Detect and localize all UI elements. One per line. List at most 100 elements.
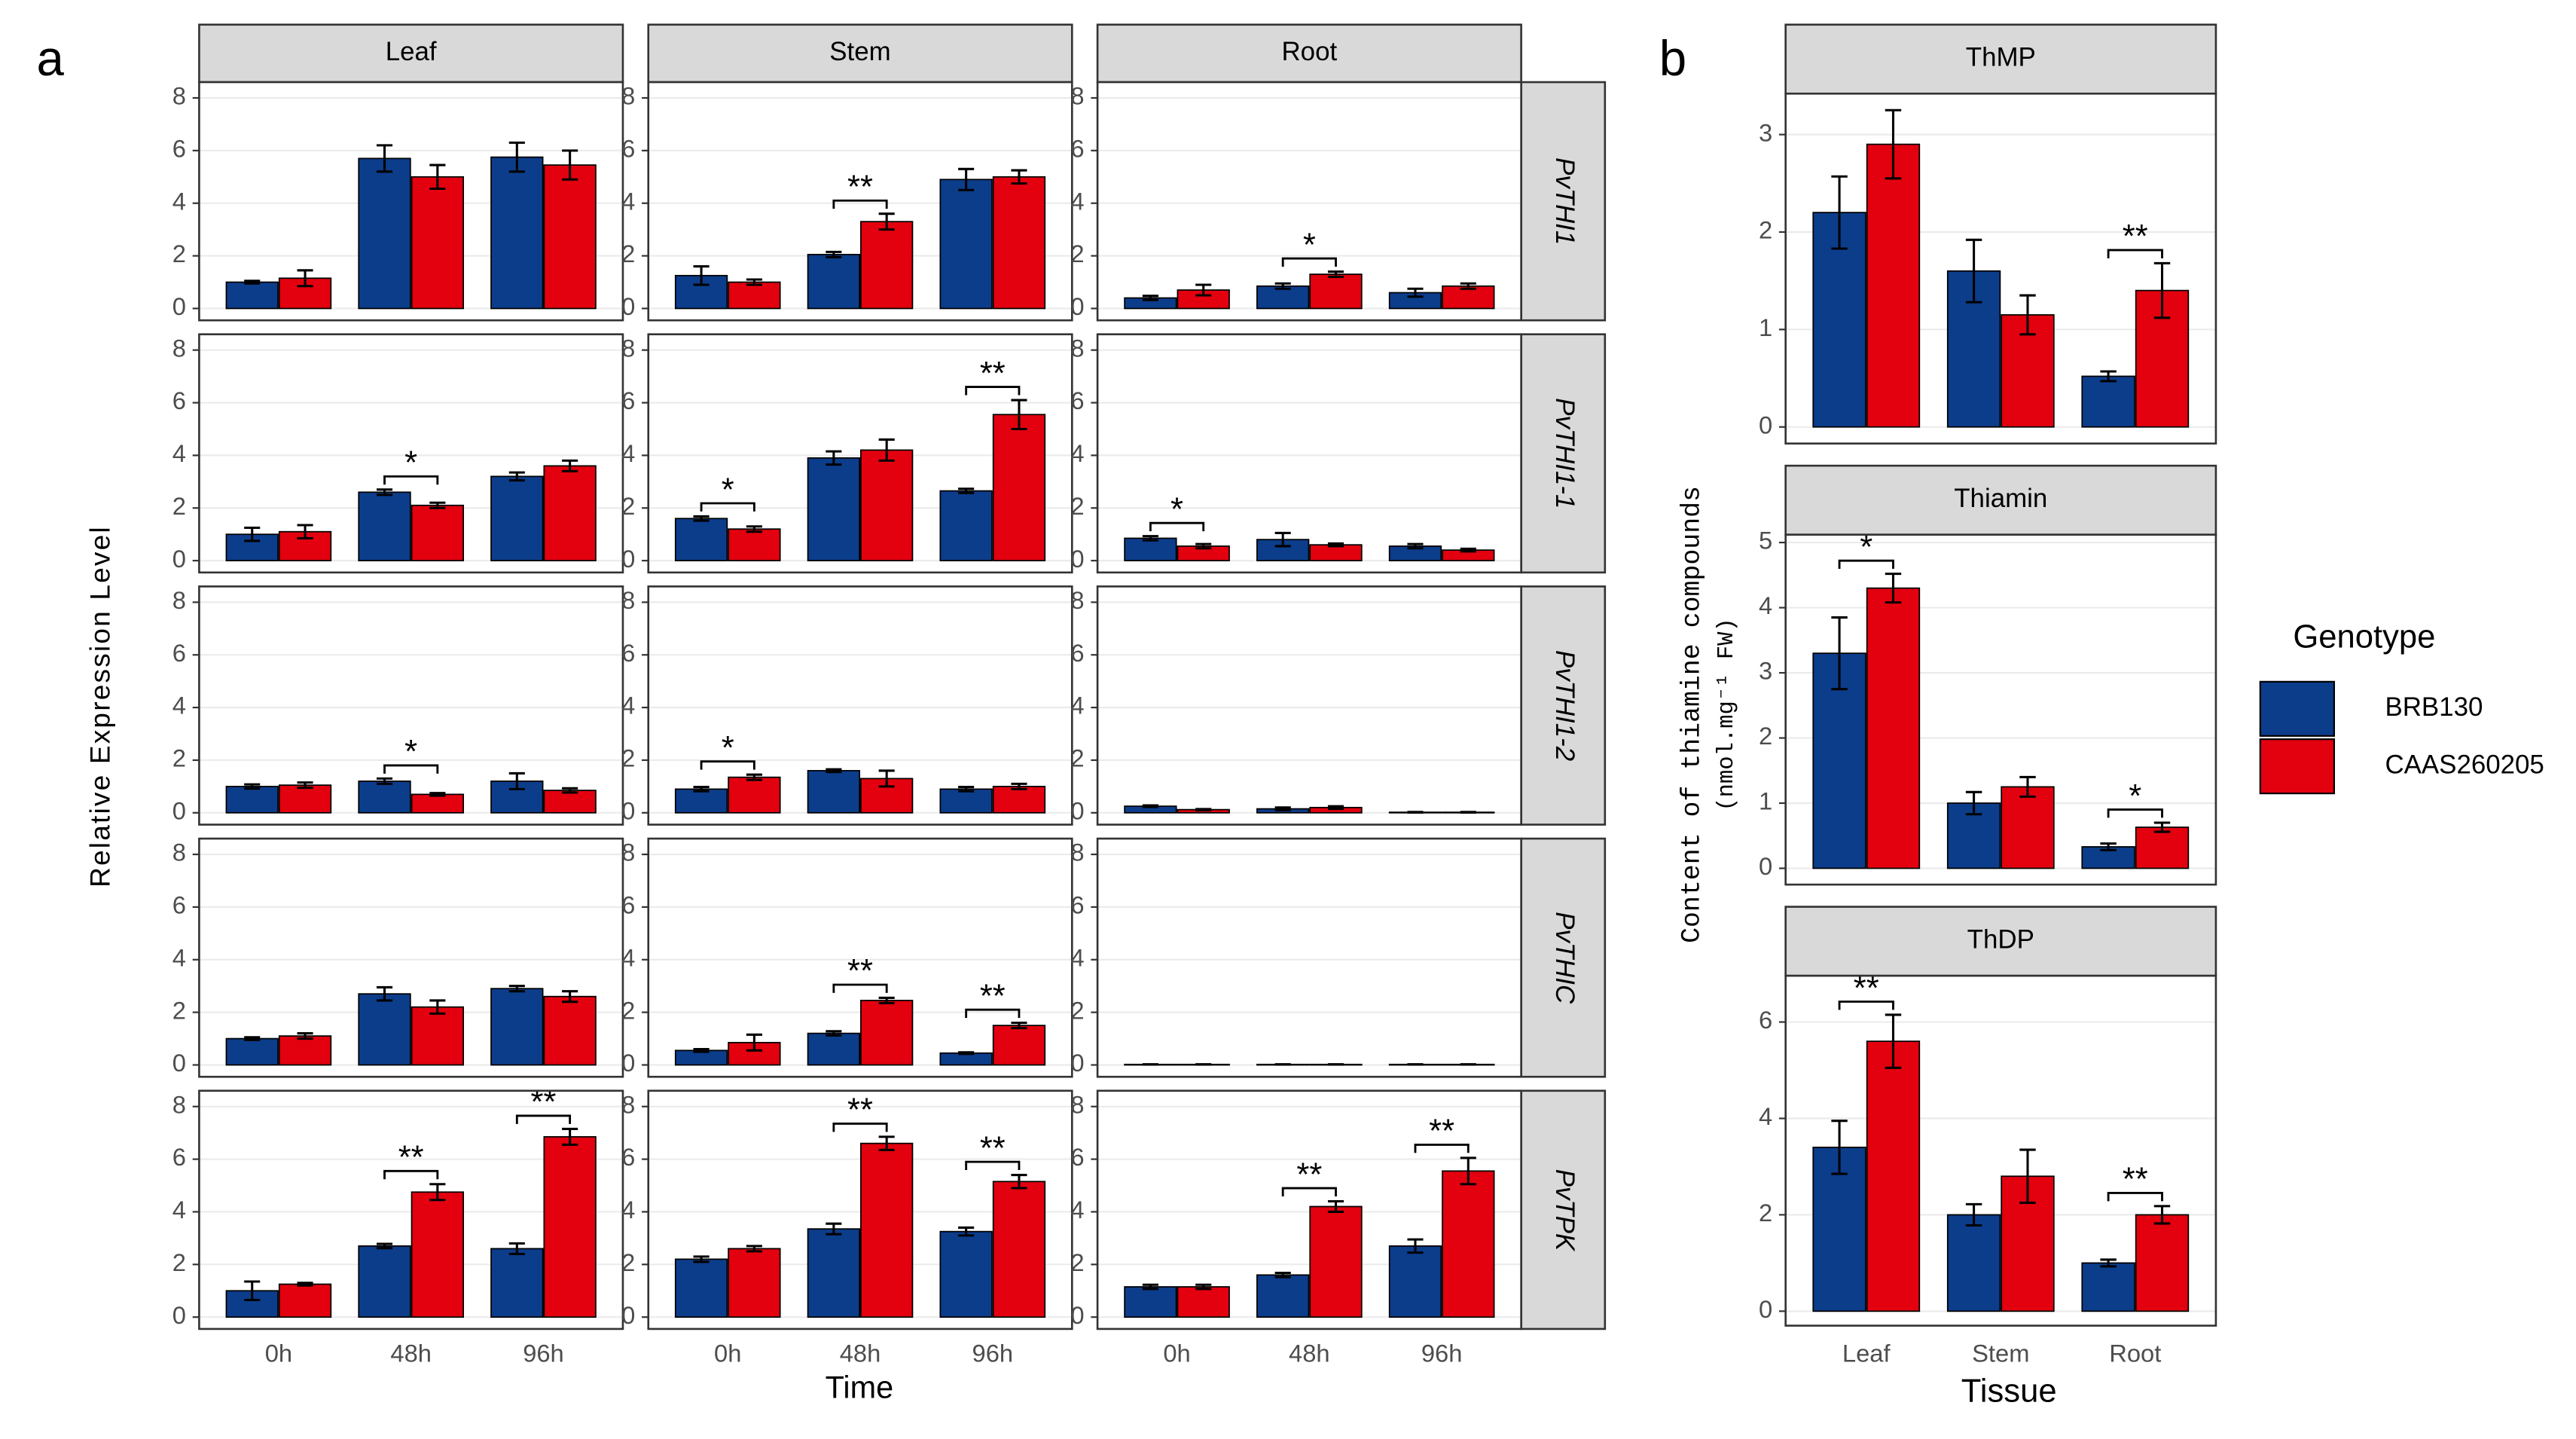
significance-bracket bbox=[1838, 1001, 1894, 1010]
strip bbox=[1520, 81, 1607, 322]
y-tick-label: 1 bbox=[1759, 313, 1772, 341]
error-bar bbox=[376, 985, 393, 1002]
y-tick-label: 4 bbox=[621, 439, 635, 467]
significance-bracket bbox=[1414, 1143, 1470, 1153]
error-bar bbox=[1327, 542, 1344, 548]
y-tick-label: 0 bbox=[1070, 1049, 1084, 1077]
bar bbox=[278, 1283, 332, 1318]
y-tick-label: 4 bbox=[1070, 692, 1084, 720]
y-tick-label: 2 bbox=[172, 1248, 186, 1276]
y-axis-title: Relative Expression Level bbox=[84, 525, 116, 888]
strip bbox=[1096, 23, 1522, 84]
y-tick-label: 4 bbox=[172, 187, 186, 215]
error-bar bbox=[826, 1222, 842, 1236]
bar bbox=[992, 786, 1046, 814]
error-bar bbox=[297, 269, 313, 288]
y-tick-label: 8 bbox=[172, 1090, 186, 1118]
bar bbox=[807, 1032, 861, 1066]
y-tick-label: 6 bbox=[172, 134, 186, 162]
panel-border bbox=[198, 1089, 624, 1331]
y-tick-label: 6 bbox=[621, 639, 635, 667]
x-tick-label: 48h bbox=[840, 1339, 881, 1367]
y-tick-label: 2 bbox=[1070, 240, 1084, 267]
x-tick-label: Root bbox=[2109, 1339, 2161, 1367]
y-tick-label: 2 bbox=[172, 240, 186, 267]
bar bbox=[728, 528, 781, 562]
panel-border bbox=[647, 333, 1073, 574]
y-tick-label: 8 bbox=[621, 1090, 635, 1118]
strip-label: Leaf bbox=[386, 37, 437, 66]
y-tick-label: 0 bbox=[1070, 796, 1084, 824]
error-bar bbox=[826, 768, 842, 774]
error-bar bbox=[693, 1048, 710, 1053]
x-tick-label: 0h bbox=[265, 1339, 292, 1367]
significance-bracket bbox=[700, 502, 755, 512]
y-tick-label: 2 bbox=[1070, 996, 1084, 1024]
legend-key bbox=[2259, 680, 2335, 737]
error-bar bbox=[2153, 1205, 2171, 1225]
strip-label: PvTHIC bbox=[1550, 912, 1579, 1004]
panel-label: b bbox=[1659, 31, 1686, 86]
bar bbox=[860, 449, 914, 562]
legend-key bbox=[2259, 738, 2335, 795]
y-tick-label: 0 bbox=[1759, 852, 1772, 880]
strip-label: PvTHI1-2 bbox=[1550, 650, 1579, 761]
panel-border bbox=[1784, 92, 2217, 445]
error-bar bbox=[1460, 282, 1476, 290]
error-bar bbox=[429, 1183, 446, 1202]
bar bbox=[278, 784, 332, 814]
error-bar bbox=[508, 771, 525, 790]
y-tick-label: 2 bbox=[621, 744, 635, 772]
significance-label: * bbox=[1303, 227, 1316, 263]
error-bar bbox=[1885, 573, 1902, 604]
strip-label: Root bbox=[1282, 37, 1338, 66]
y-tick-label: 4 bbox=[621, 692, 635, 720]
y-tick-label: 0 bbox=[172, 1049, 186, 1077]
error-bar bbox=[508, 471, 525, 482]
bar bbox=[543, 465, 597, 562]
error-bar bbox=[1274, 1271, 1291, 1279]
bar bbox=[358, 491, 411, 562]
error-bar bbox=[958, 1051, 975, 1056]
error-bar bbox=[2100, 1258, 2117, 1268]
significance-label: ** bbox=[2123, 218, 2148, 255]
legend-title: Genotype bbox=[2293, 619, 2435, 655]
bar bbox=[2135, 1214, 2190, 1312]
panel-border bbox=[198, 81, 624, 322]
error-bar bbox=[508, 1242, 525, 1255]
significance-bracket bbox=[832, 983, 888, 993]
bar bbox=[674, 788, 728, 814]
y-tick-label: 6 bbox=[621, 891, 635, 919]
bar bbox=[1866, 587, 1921, 869]
panel-background bbox=[1097, 334, 1521, 573]
error-bar bbox=[2153, 821, 2171, 833]
panel-background bbox=[648, 586, 1073, 825]
error-bar bbox=[746, 1245, 762, 1253]
error-bar bbox=[429, 999, 446, 1015]
bar bbox=[358, 993, 411, 1066]
error-bar bbox=[1885, 1013, 1902, 1069]
error-bar bbox=[1011, 1174, 1027, 1190]
significance-label: ** bbox=[1429, 1114, 1454, 1150]
x-tick-label: 96h bbox=[972, 1339, 1014, 1367]
y-tick-label: 2 bbox=[1759, 722, 1772, 750]
bar bbox=[411, 1006, 464, 1066]
bar bbox=[992, 1025, 1046, 1066]
y-tick-label: 4 bbox=[1070, 187, 1084, 215]
bar bbox=[1309, 1205, 1363, 1318]
y-axis-units: (nmol.mg⁻¹ FW) bbox=[1714, 618, 1740, 811]
bar bbox=[860, 1000, 914, 1066]
error-bar bbox=[429, 501, 446, 509]
panel-border bbox=[1096, 81, 1522, 322]
panel-background bbox=[1097, 586, 1521, 825]
error-bar bbox=[376, 777, 393, 785]
bar bbox=[1442, 285, 1495, 310]
significance-bracket bbox=[965, 1160, 1021, 1171]
bar bbox=[728, 776, 781, 814]
bar bbox=[358, 157, 411, 310]
y-axis-title: Content of thiamine compounds bbox=[1678, 486, 1708, 943]
strip bbox=[1784, 464, 2217, 536]
error-bar bbox=[1011, 1022, 1027, 1030]
bar bbox=[411, 1191, 464, 1318]
